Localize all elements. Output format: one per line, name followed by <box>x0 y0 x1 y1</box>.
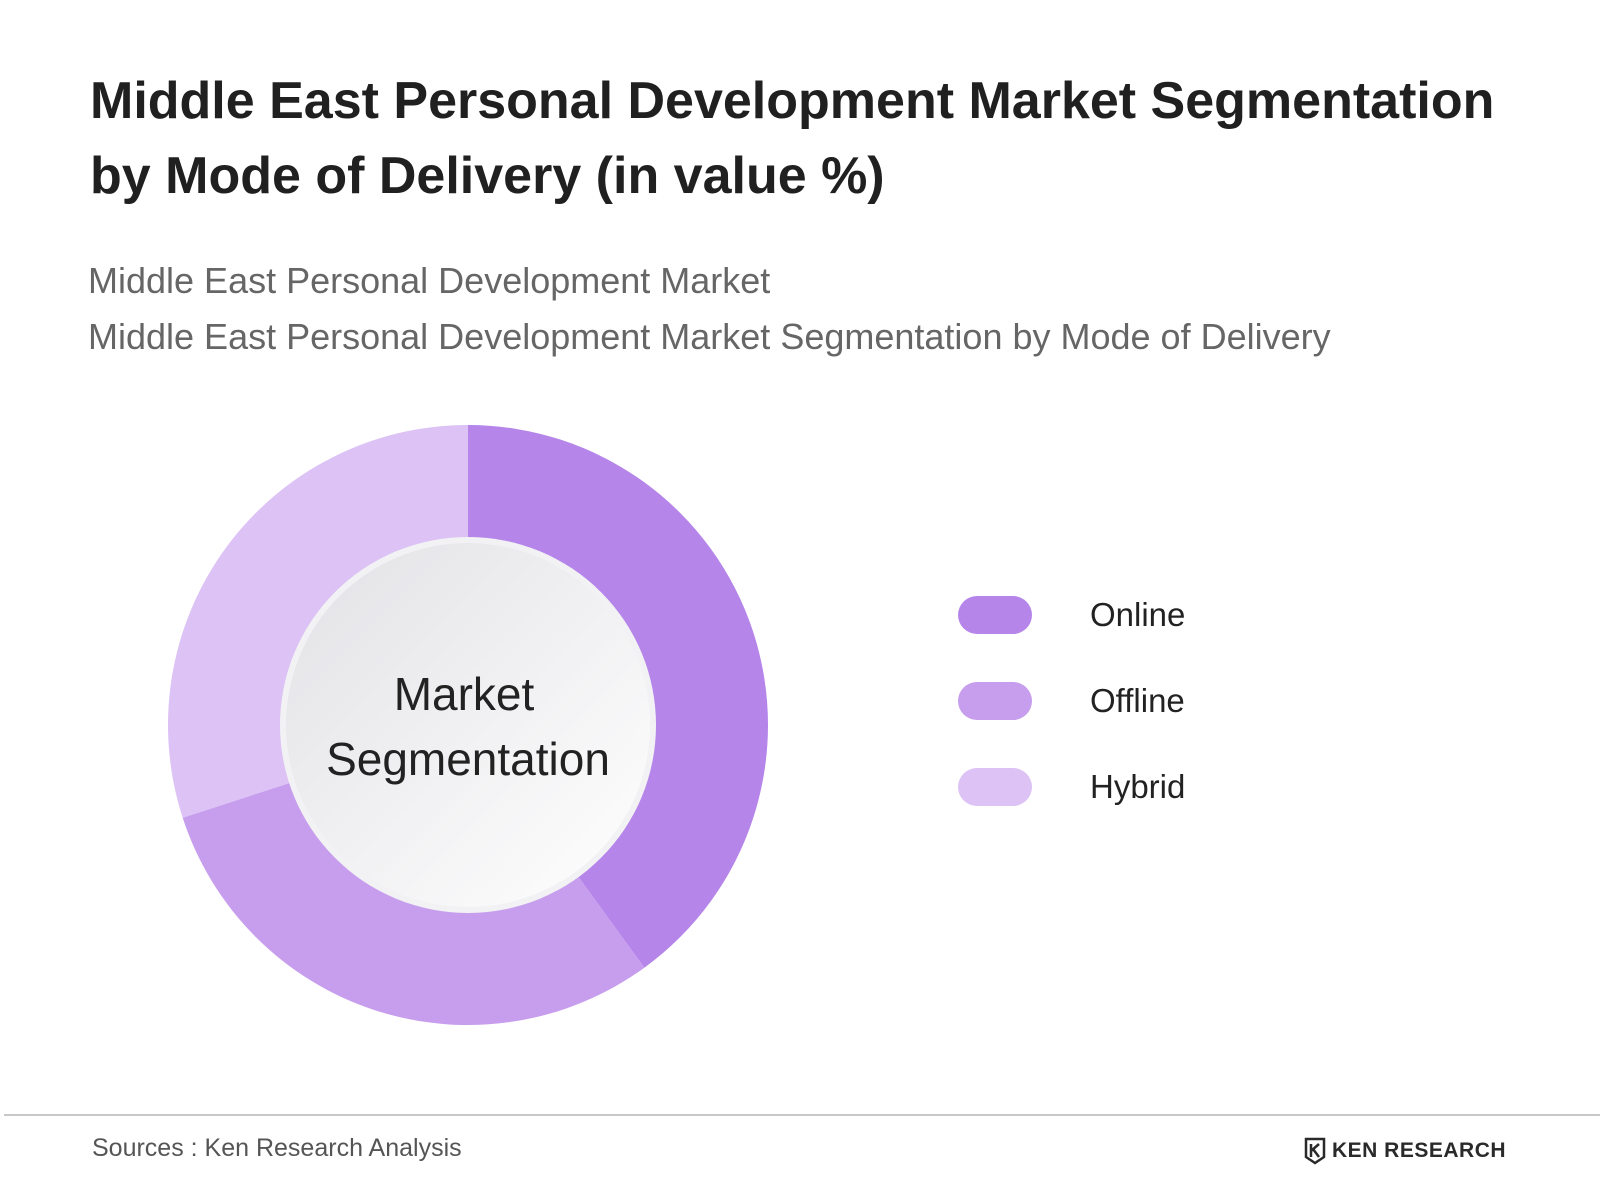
donut-center-label-line2: Segmentation <box>326 733 610 785</box>
donut-slice-online[interactable] <box>468 425 768 968</box>
footer-divider <box>4 1114 1600 1116</box>
donut-center-face <box>286 543 650 907</box>
legend-swatch-online <box>958 596 1032 634</box>
legend-swatch-offline <box>958 682 1032 720</box>
donut-center-label-line1: Market <box>394 668 535 720</box>
donut-slice-hybrid[interactable] <box>167 425 468 818</box>
brand-name: KEN RESEARCH <box>1332 1139 1507 1162</box>
chart-subtitle-market: Middle East Personal Development Market <box>88 260 771 301</box>
source-note: Sources : Ken Research Analysis <box>92 1134 462 1162</box>
brand-logo: KEN RESEARCH <box>1304 1133 1506 1169</box>
legend-label-hybrid: Hybrid <box>1090 768 1186 805</box>
legend-label-offline: Offline <box>1090 682 1185 719</box>
chart-title: Middle East Personal Development Market … <box>90 72 1495 205</box>
legend-swatch-hybrid <box>958 768 1032 806</box>
chart-subtitle-segmentation: Middle East Personal Development Market … <box>88 316 1331 357</box>
legend-label-online: Online <box>1090 596 1186 633</box>
ken-research-logo-icon <box>1304 1137 1326 1165</box>
